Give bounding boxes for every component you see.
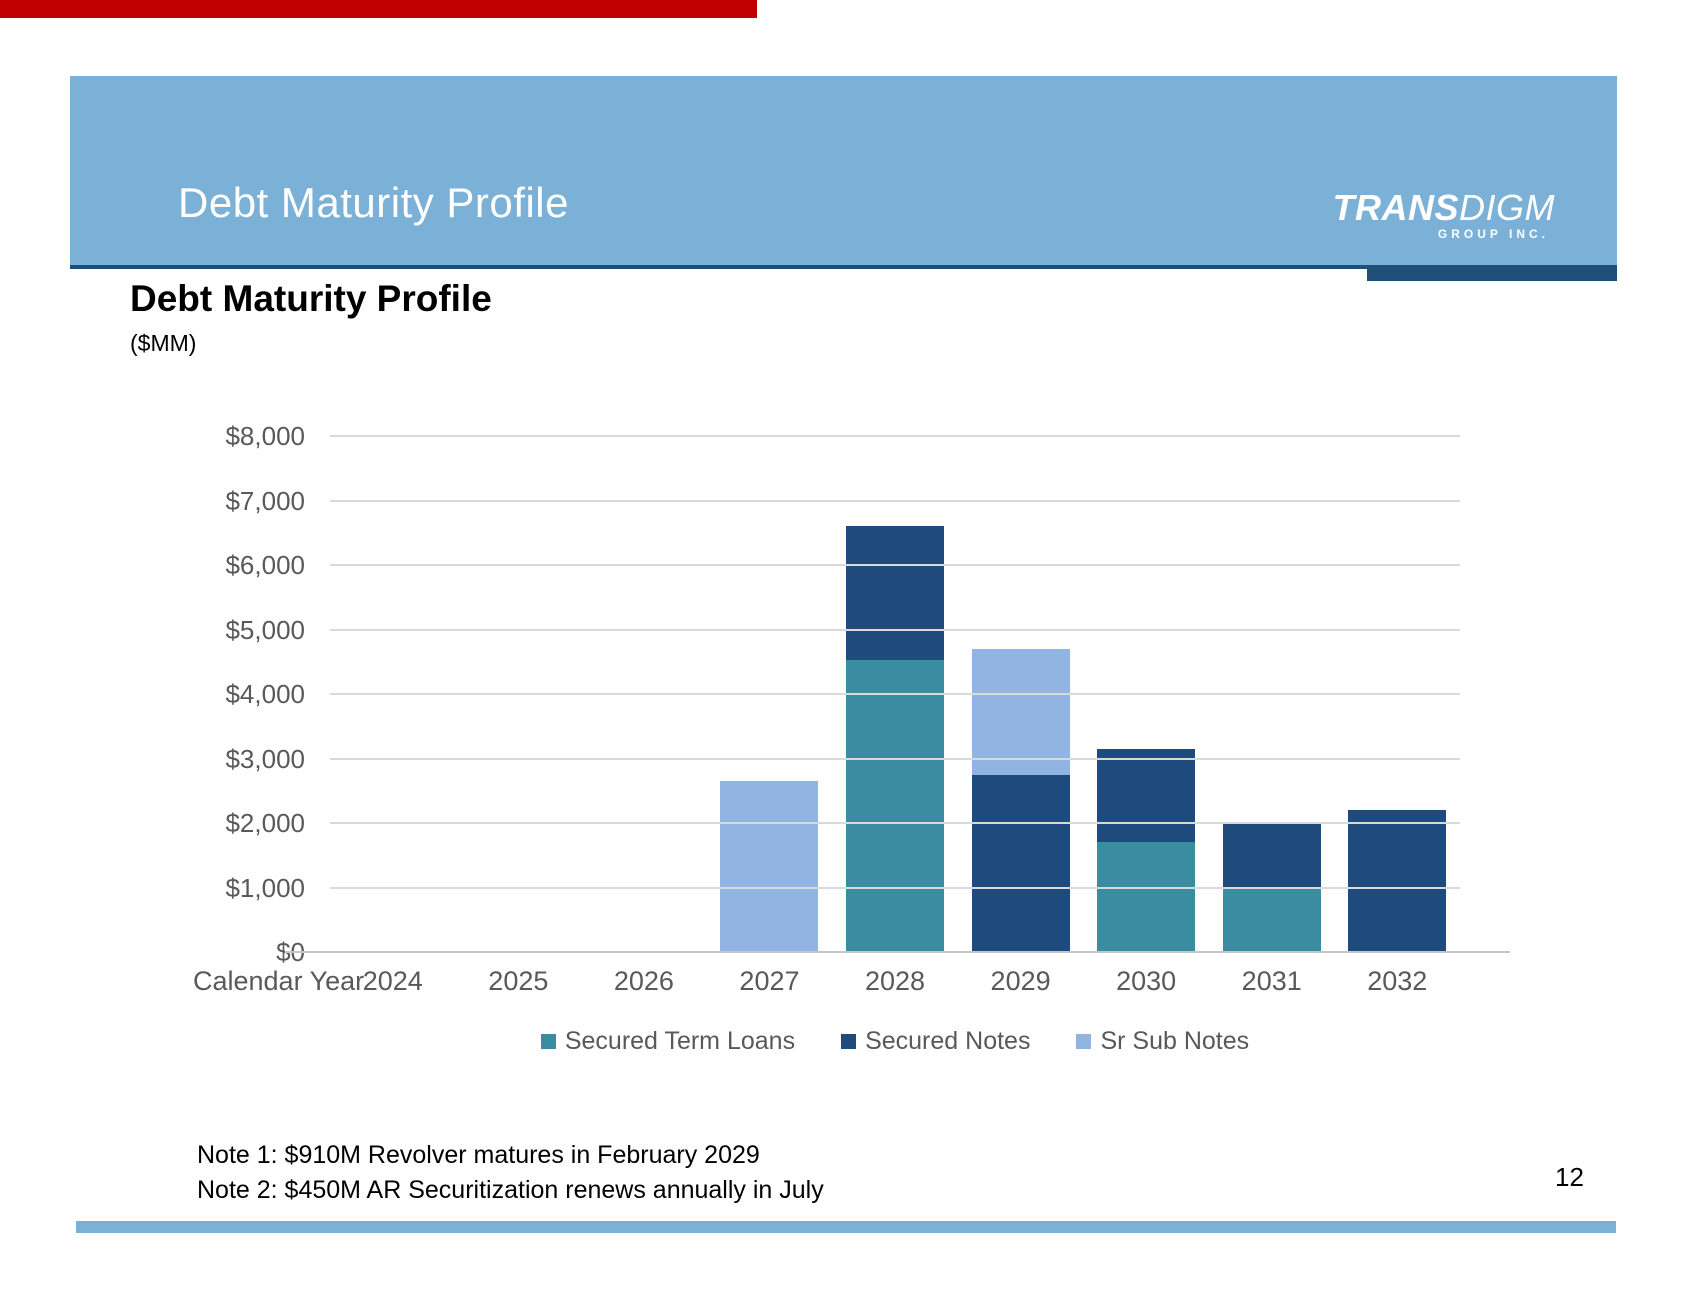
- logo-trans: TRANS: [1332, 187, 1459, 228]
- x-tick-label: 2030: [1116, 966, 1177, 996]
- page-number: 12: [1555, 1162, 1584, 1192]
- bar-segment: [1222, 887, 1321, 952]
- legend-item: Secured Term Loans: [540, 1027, 796, 1056]
- legend-label: Secured Term Loans: [564, 1027, 796, 1055]
- y-tick-label: $0: [276, 937, 305, 967]
- y-tick-label: $6,000: [225, 550, 305, 580]
- x-axis-line: [285, 951, 1510, 953]
- x-axis-title: Calendar Year: [193, 966, 365, 996]
- legend-swatch-icon: [540, 1034, 556, 1049]
- bar-segment: [971, 774, 1070, 952]
- gridline: [330, 435, 1460, 437]
- bar-segment: [846, 660, 945, 952]
- bar-slot-2027: [707, 436, 833, 952]
- legend-item: Secured Notes: [841, 1027, 1030, 1056]
- y-tick-label: $1,000: [225, 872, 305, 903]
- stacked-bar-2027: [720, 781, 819, 952]
- footnote-line: Note 2: $450M AR Securitization renews a…: [197, 1176, 824, 1204]
- y-tick-label: $3,000: [225, 743, 305, 774]
- logo-digm: DIGM: [1459, 187, 1555, 228]
- legend-swatch-icon: [1076, 1034, 1092, 1049]
- bars-row: [330, 436, 1460, 952]
- legend-label: Sr Sub Notes: [1100, 1027, 1250, 1055]
- legend-item: Sr Sub Notes: [1076, 1027, 1249, 1056]
- bar-slot-2029: [958, 436, 1084, 952]
- bar-slot-2030: [1083, 436, 1209, 952]
- x-tick-label: 2025: [488, 966, 549, 996]
- stacked-bar-2028: [846, 526, 945, 952]
- x-tick-label: 2027: [739, 966, 800, 996]
- stacked-bar-2029: [971, 648, 1070, 952]
- bar-segment: [846, 526, 945, 661]
- y-tick-label: $4,000: [225, 679, 305, 709]
- legend-label: Secured Notes: [865, 1027, 1031, 1055]
- header-accent-block: [1367, 265, 1617, 281]
- bar-slot-2028: [832, 436, 958, 952]
- top-red-bar: [0, 0, 757, 18]
- logo-wordmark: TRANSDIGM: [1333, 187, 1556, 229]
- x-tick-label: 2032: [1367, 966, 1428, 996]
- bar-segment: [1348, 810, 1447, 952]
- bar-slot-2032: [1335, 436, 1461, 952]
- footer-bar: [76, 1221, 1616, 1233]
- chart-units-label: ($MM): [130, 330, 197, 356]
- gridline: [330, 693, 1460, 695]
- header-underline: [70, 265, 1617, 269]
- bar-slot-2031: [1209, 436, 1335, 952]
- x-tick-label: 2031: [1241, 966, 1302, 996]
- bar-segment: [971, 648, 1070, 775]
- x-tick-label: 2029: [990, 966, 1051, 996]
- bar-segment: [1097, 842, 1196, 952]
- x-tick-label: 2024: [362, 966, 423, 996]
- y-tick-label: $7,000: [225, 485, 305, 516]
- x-axis-labels: 2024 2025 2026 2027 2028 2029 2030 2031 2032: [330, 966, 1460, 997]
- plot-area: [330, 435, 1460, 952]
- footnote-line: Note 1: $910M Revolver matures in Februa…: [197, 1141, 760, 1169]
- gridline: [330, 628, 1460, 631]
- y-tick-label: $2,000: [225, 808, 305, 838]
- chart-title: Debt Maturity Profile: [130, 278, 492, 319]
- gridline: [330, 886, 1460, 889]
- stacked-bar-2031: [1222, 823, 1321, 952]
- gridline: [330, 822, 1460, 824]
- stacked-bar-2032: [1348, 810, 1447, 952]
- legend-swatch-icon: [841, 1034, 857, 1049]
- y-tick-label: $5,000: [225, 614, 305, 645]
- transdigm-logo: TRANSDIGM GROUP INC.: [1333, 187, 1556, 241]
- slide-title: Debt Maturity Profile: [178, 179, 569, 226]
- bar-segment: [1222, 823, 1321, 888]
- header-band: Debt Maturity Profile TRANSDIGM GROUP IN…: [70, 76, 1617, 265]
- bar-segment: [720, 781, 819, 952]
- gridline: [330, 564, 1460, 566]
- x-tick-label: 2028: [864, 966, 926, 996]
- x-tick-label: 2026: [613, 966, 674, 996]
- footnotes: Note 1: $910M Revolver matures in Februa…: [197, 1138, 824, 1208]
- y-tick-label: $8,000: [225, 421, 305, 451]
- logo-subtitle: GROUP INC.: [1437, 227, 1549, 241]
- bar-segment: [1097, 748, 1196, 843]
- chart-legend: Secured Term Loans Secured Notes Sr Sub No…: [330, 1027, 1460, 1056]
- stacked-bar-2030: [1097, 748, 1196, 952]
- gridline: [330, 757, 1460, 760]
- gridline: [330, 499, 1460, 502]
